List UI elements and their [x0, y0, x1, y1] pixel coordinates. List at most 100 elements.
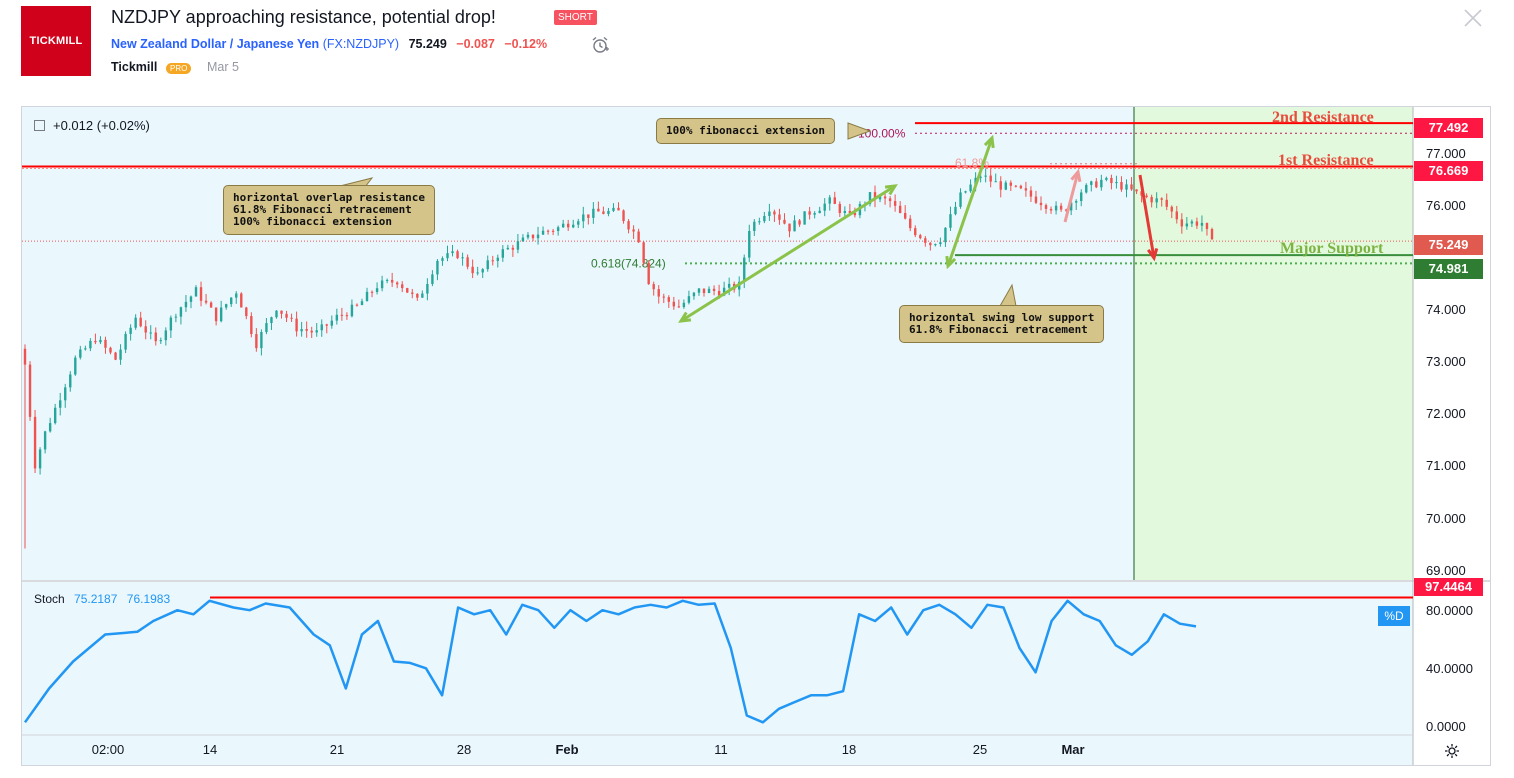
candle [451, 251, 454, 254]
support-note[interactable]: horizontal swing low support 61.8% Fibon… [899, 305, 1105, 343]
candle [446, 253, 449, 259]
candle [1074, 201, 1078, 203]
close-icon[interactable] [1460, 5, 1486, 31]
candle [411, 292, 414, 294]
candle [260, 332, 263, 349]
fib-note-pointer [847, 122, 872, 140]
candle [149, 332, 152, 334]
candle [778, 214, 781, 220]
candle [717, 290, 721, 296]
candle [1140, 191, 1143, 196]
candle [471, 266, 474, 274]
stoch-k-value: 75.2187 [74, 592, 118, 606]
alarm-clock-icon[interactable] [590, 35, 610, 55]
stoch-tick: 80.0000 [1426, 603, 1473, 618]
candle [340, 314, 344, 316]
red-drop-arrow-head [1146, 247, 1159, 262]
candle [848, 210, 852, 213]
candle [154, 332, 157, 342]
candle [572, 224, 575, 228]
green-projection-arrow-head [884, 184, 898, 196]
candle [551, 230, 555, 232]
candle [546, 230, 550, 232]
candle [466, 257, 469, 267]
fib-618-bottom-label: 0.618(74.824) [591, 256, 666, 270]
symbol-link[interactable]: (FX:NZDJPY) [322, 37, 400, 51]
candle [1024, 188, 1028, 191]
candle [1145, 195, 1148, 198]
candle [1150, 197, 1153, 203]
candle [48, 423, 52, 432]
candle [682, 302, 686, 308]
candle [1090, 181, 1093, 185]
candle [280, 310, 283, 314]
candle [89, 340, 92, 349]
collapse-legend-icon[interactable] [34, 120, 45, 132]
candle [184, 301, 188, 308]
candle [727, 283, 731, 288]
candle [652, 284, 655, 290]
candle [496, 257, 499, 261]
main-legend: +0.012 (+0.02%) [34, 118, 150, 133]
candle [1195, 221, 1199, 226]
candle [587, 214, 590, 218]
candle [617, 207, 620, 211]
candle [1085, 184, 1088, 193]
author-name[interactable]: Tickmill [111, 60, 158, 74]
candle [712, 288, 716, 291]
price-tick: 69.000 [1426, 563, 1466, 578]
candle [722, 287, 726, 296]
second-resistance-label: 2nd Resistance [1272, 109, 1374, 126]
candle [360, 301, 364, 306]
candle [1064, 209, 1068, 211]
candle [516, 241, 520, 250]
candle [69, 374, 72, 388]
time-axis-background [22, 735, 1413, 765]
candle [285, 313, 288, 318]
candle [109, 347, 112, 353]
candle [189, 296, 193, 302]
first-resistance-price: 76.669 [1414, 161, 1483, 181]
instrument-link[interactable]: New Zealand Dollar / Japanese Yen [111, 37, 320, 51]
tickmill-logo[interactable]: TICKMILL [21, 6, 91, 76]
candle [401, 284, 404, 289]
candle [295, 318, 298, 332]
candle [370, 291, 374, 293]
candle [793, 220, 796, 232]
candle [199, 287, 203, 301]
candle [939, 242, 942, 245]
pink-bounce-arrow-head [1070, 168, 1082, 183]
price-tick: 70.000 [1426, 511, 1466, 526]
candle [597, 208, 600, 212]
candle [919, 235, 922, 239]
candle [944, 227, 947, 243]
candle [828, 197, 831, 204]
stoch-d-line [23, 599, 1197, 724]
candle [1120, 182, 1123, 190]
candle [204, 300, 208, 303]
candle [270, 317, 273, 324]
candle [240, 293, 243, 308]
time-tick: Feb [555, 742, 579, 757]
candle [1190, 221, 1194, 224]
candle [1014, 185, 1018, 187]
time-tick: 02:00 [91, 742, 125, 757]
candle [883, 196, 887, 199]
stoch-legend: Stoch 75.2187 76.1983 [34, 592, 170, 606]
resistance-note[interactable]: horizontal overlap resistance 61.8% Fibo… [223, 185, 436, 235]
candle [1125, 184, 1128, 190]
fib-extension-note[interactable]: 100% fibonacci extension [656, 118, 835, 144]
candle [577, 221, 580, 225]
settings-gear-icon[interactable] [1444, 743, 1460, 759]
candle [949, 214, 952, 228]
candle [1095, 181, 1098, 188]
time-tick: 18 [841, 742, 857, 757]
candle [1039, 202, 1043, 206]
candle [914, 228, 917, 236]
candle [954, 206, 957, 215]
candle [491, 260, 494, 262]
candle [1054, 205, 1058, 211]
candle [275, 310, 278, 318]
candle [687, 296, 691, 303]
